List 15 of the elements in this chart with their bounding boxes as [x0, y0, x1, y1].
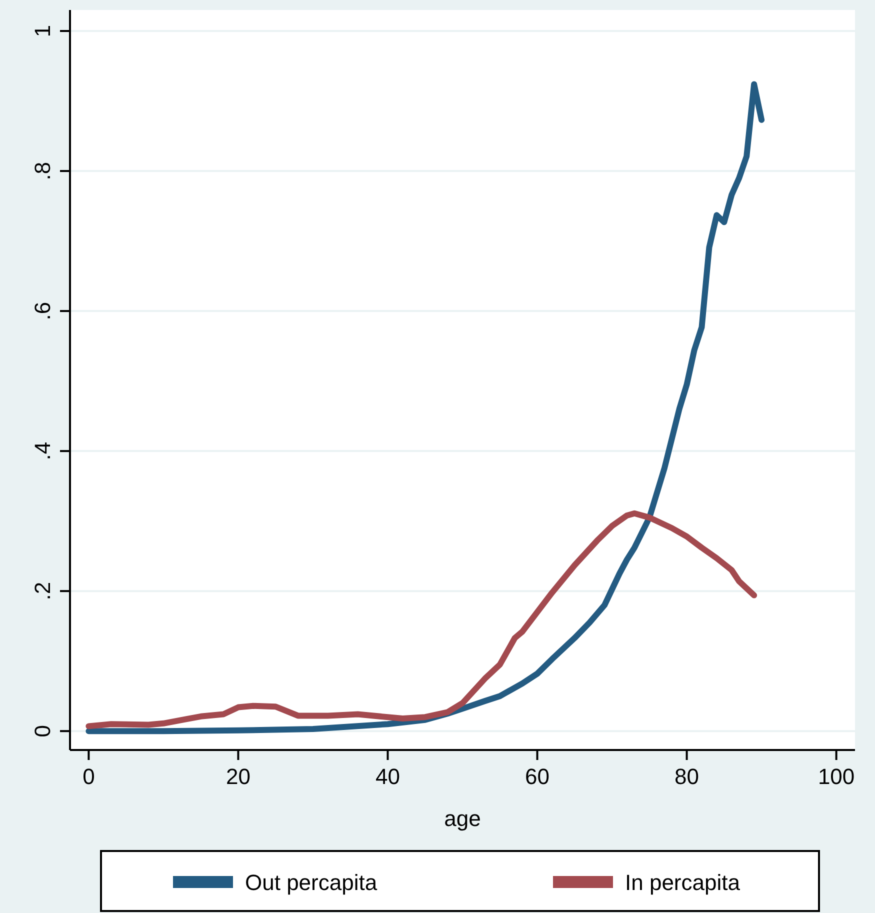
- x-tick-label: 100: [818, 764, 855, 789]
- x-axis-title: age: [444, 806, 481, 831]
- y-tick-label: .2: [30, 582, 55, 600]
- y-tick-label: .8: [30, 162, 55, 180]
- x-tick-label: 60: [525, 764, 550, 789]
- y-tick-label: 1: [30, 24, 55, 38]
- y-tick-label: .4: [30, 442, 55, 460]
- x-tick-label: 40: [375, 764, 400, 789]
- legend-label: In percapita: [625, 870, 741, 895]
- y-tick-label: .6: [30, 302, 55, 320]
- legend-label: Out percapita: [245, 870, 378, 895]
- y-tick-label: 0: [30, 724, 55, 738]
- x-tick-label: 0: [82, 764, 95, 789]
- x-tick-label: 20: [226, 764, 250, 789]
- x-tick-label: 80: [674, 764, 700, 789]
